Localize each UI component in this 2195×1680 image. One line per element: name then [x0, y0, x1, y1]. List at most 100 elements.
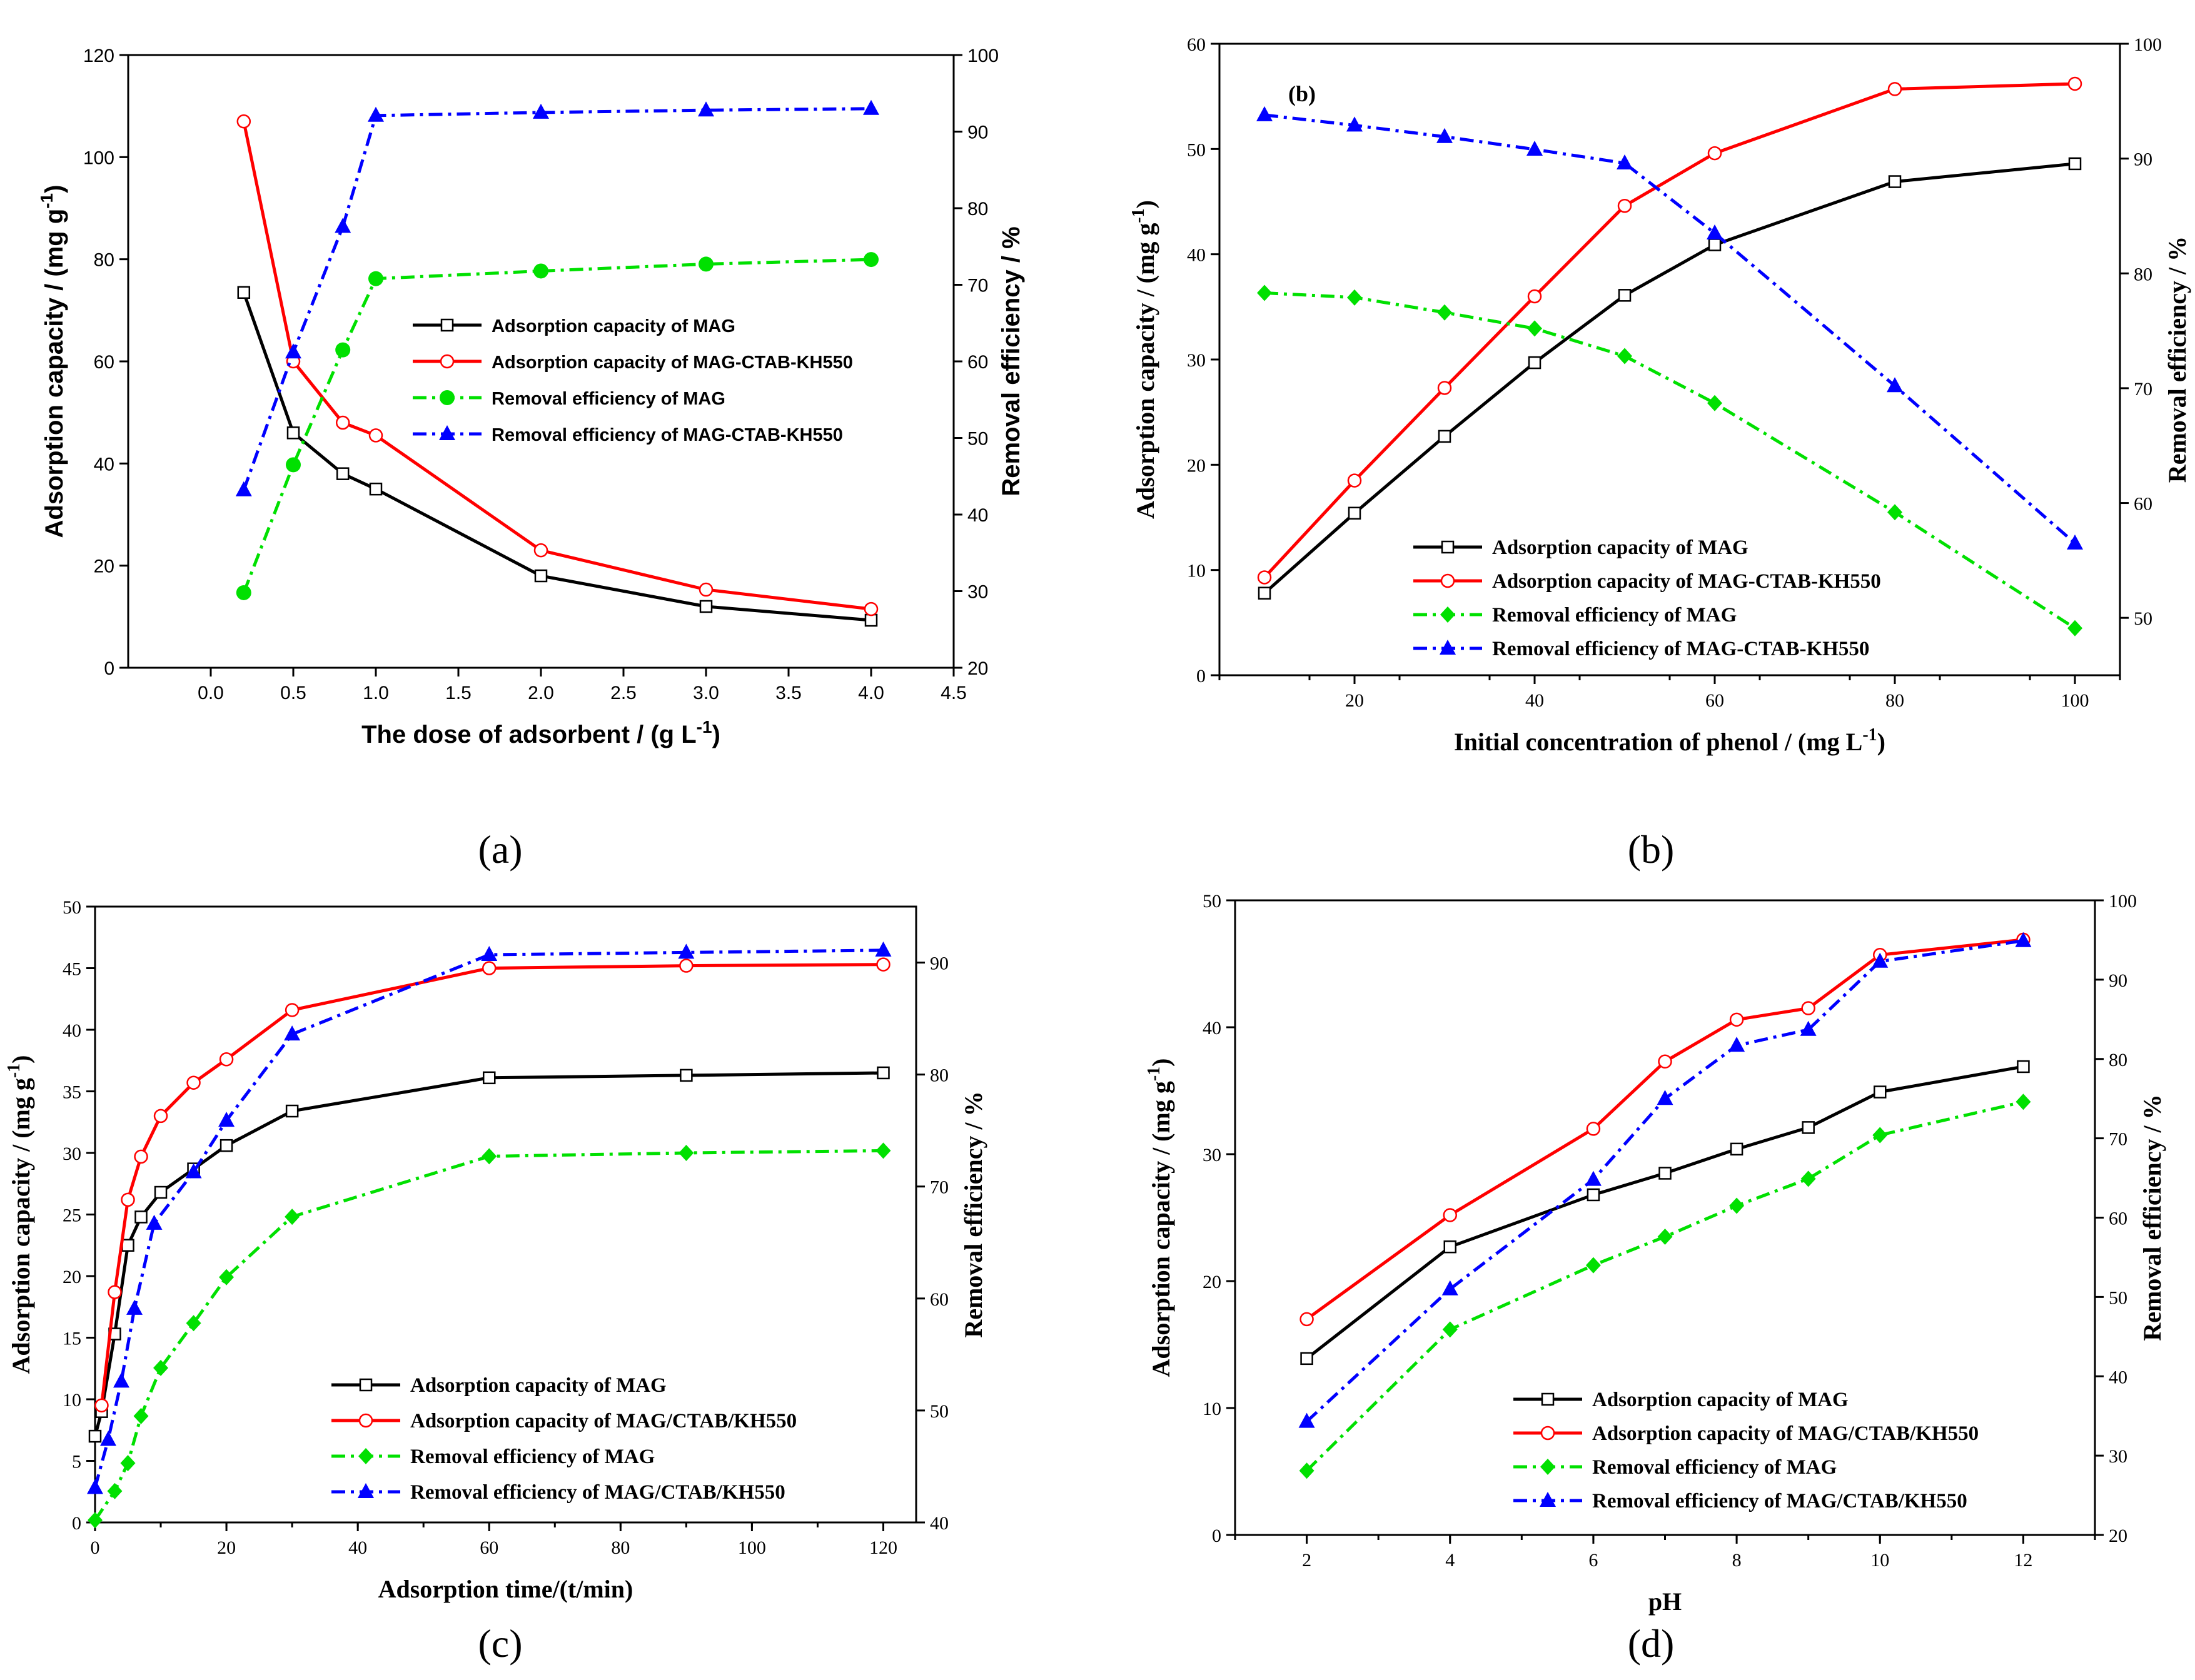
data-point-s4: [335, 218, 351, 233]
legend-label: Removal efficiency of MAG-CTAB-KH550: [492, 425, 843, 445]
y-axis-label: Adsorption capacity / (mg g-1): [1129, 200, 1159, 519]
y-tick-label: 120: [83, 46, 114, 66]
legend-label: Adsorption capacity of MAG: [492, 316, 735, 336]
y-tick-label: 20: [63, 1267, 81, 1287]
y2-tick-label: 80: [2134, 264, 2152, 284]
data-point-s4: [87, 1479, 103, 1494]
y2-tick-label: 30: [967, 582, 988, 603]
legend-marker: [358, 1413, 373, 1428]
y-tick-label: 40: [63, 1020, 81, 1041]
data-point-s1: [1888, 175, 1902, 188]
series-line-3: [1264, 291, 2076, 630]
y-tick-label: 50: [1203, 891, 1221, 912]
data-point-s4: [1707, 224, 1723, 239]
y2-tick-label: 70: [967, 276, 988, 296]
data-point-s3: [1527, 320, 1542, 337]
data-point-s1: [286, 426, 300, 440]
data-point-s4: [875, 941, 892, 957]
data-point-s1: [1802, 1121, 1815, 1134]
y-tick-label: 50: [1187, 139, 1206, 160]
data-point-s2: [153, 1109, 168, 1124]
legend-label: Adsorption capacity of MAG-CTAB-KH550: [492, 353, 853, 373]
y2-tick-label: 60: [2134, 494, 2152, 515]
x-tick-label: 10: [1870, 1550, 1889, 1571]
y2-tick-label: 40: [930, 1513, 949, 1534]
data-point-s3: [679, 1145, 694, 1161]
data-point-s4: [1256, 106, 1273, 121]
x-tick-label: 100: [2061, 690, 2089, 711]
data-point-s4: [481, 946, 498, 962]
y-tick-label: 50: [63, 897, 81, 918]
legend-label: Adsorption capacity of MAG: [1492, 536, 1748, 559]
data-point-s1: [534, 569, 548, 583]
data-point-s3: [1442, 1321, 1458, 1338]
panel-caption: (b): [1628, 827, 1675, 872]
data-point-s3: [1257, 284, 1272, 301]
legend-marker: [440, 354, 455, 369]
data-point-s1: [1258, 586, 1271, 600]
y-tick-label: 20: [1203, 1272, 1221, 1292]
x-tick-label: 0.5: [280, 683, 306, 703]
legend-label: Removal efficiency of MAG/CTAB/KH550: [410, 1481, 785, 1504]
data-point-s3: [219, 1269, 235, 1285]
y-tick-label: 40: [1187, 245, 1206, 266]
data-point-s1: [877, 1066, 890, 1080]
series-line-2: [1263, 82, 2076, 579]
legend-label: Adsorption capacity of MAG/CTAB/KH550: [1592, 1422, 1979, 1445]
y-tick-label: 15: [63, 1329, 81, 1349]
y2-tick-label: 60: [967, 352, 988, 373]
x-tick-label: 2.0: [528, 683, 554, 703]
data-point-s1: [482, 1071, 496, 1085]
data-point-s3: [1887, 504, 1902, 521]
series-line-1: [1306, 1065, 2024, 1360]
data-point-s1: [1730, 1142, 1743, 1156]
data-point-s2: [864, 601, 879, 616]
data-point-s2: [1347, 473, 1362, 488]
data-point-s1: [1708, 238, 1722, 251]
data-point-s2: [285, 1003, 300, 1017]
data-point-s2: [236, 114, 251, 129]
y2-tick-label: 20: [2109, 1526, 2127, 1546]
data-point-s4: [1441, 1280, 1458, 1295]
y-tick-label: 20: [1187, 455, 1206, 476]
data-point-s2: [335, 415, 350, 430]
y-tick-label: 100: [83, 148, 114, 168]
data-point-s2: [1707, 146, 1722, 161]
data-point-s4: [113, 1372, 130, 1388]
x-tick-label: 100: [738, 1537, 766, 1558]
data-point-s4: [1346, 116, 1363, 132]
data-point-s4: [1657, 1090, 1673, 1105]
data-point-s3: [864, 252, 879, 268]
panel-caption: (c): [478, 1621, 522, 1666]
series-line-4: [93, 948, 884, 1489]
panel-b: 20 40 60 80 100 0 10 20 30 40 50 60 50 60 70 80 90 100 Ini…: [1129, 34, 2191, 872]
panel-caption: (a): [478, 827, 522, 872]
data-point-s2: [1586, 1122, 1601, 1136]
x-tick-label: 0.0: [198, 683, 224, 703]
data-point-s2: [368, 428, 383, 443]
data-point-s4: [100, 1431, 117, 1446]
x-tick-label: 40: [348, 1537, 367, 1558]
data-point-s4: [1728, 1037, 1745, 1052]
y-tick-label: 20: [94, 556, 114, 577]
data-point-s4: [678, 943, 695, 959]
x-tick-label: 3.0: [693, 683, 719, 703]
data-point-s2: [1658, 1054, 1672, 1069]
legend-marker: [1440, 573, 1455, 588]
data-point-s4: [1298, 1412, 1315, 1428]
data-point-s3: [1585, 1257, 1601, 1274]
y2-axis-label: Removal efficiency / %: [2138, 1094, 2166, 1340]
data-point-s1: [2017, 1060, 2030, 1074]
legend-marker: [1540, 1459, 1555, 1475]
data-point-s1: [88, 1429, 102, 1443]
data-point-s1: [864, 613, 878, 627]
x-tick-label: 0: [91, 1537, 100, 1558]
data-point-s1: [121, 1239, 134, 1252]
data-point-s3: [2067, 620, 2082, 636]
y-tick-label: 25: [63, 1205, 81, 1226]
legend-marker: [1440, 606, 1455, 623]
y-axis-label: Adsorption capacity / (mg g-1): [37, 185, 68, 538]
data-point-s1: [1300, 1352, 1313, 1366]
x-tick-label: 2.5: [610, 683, 637, 703]
